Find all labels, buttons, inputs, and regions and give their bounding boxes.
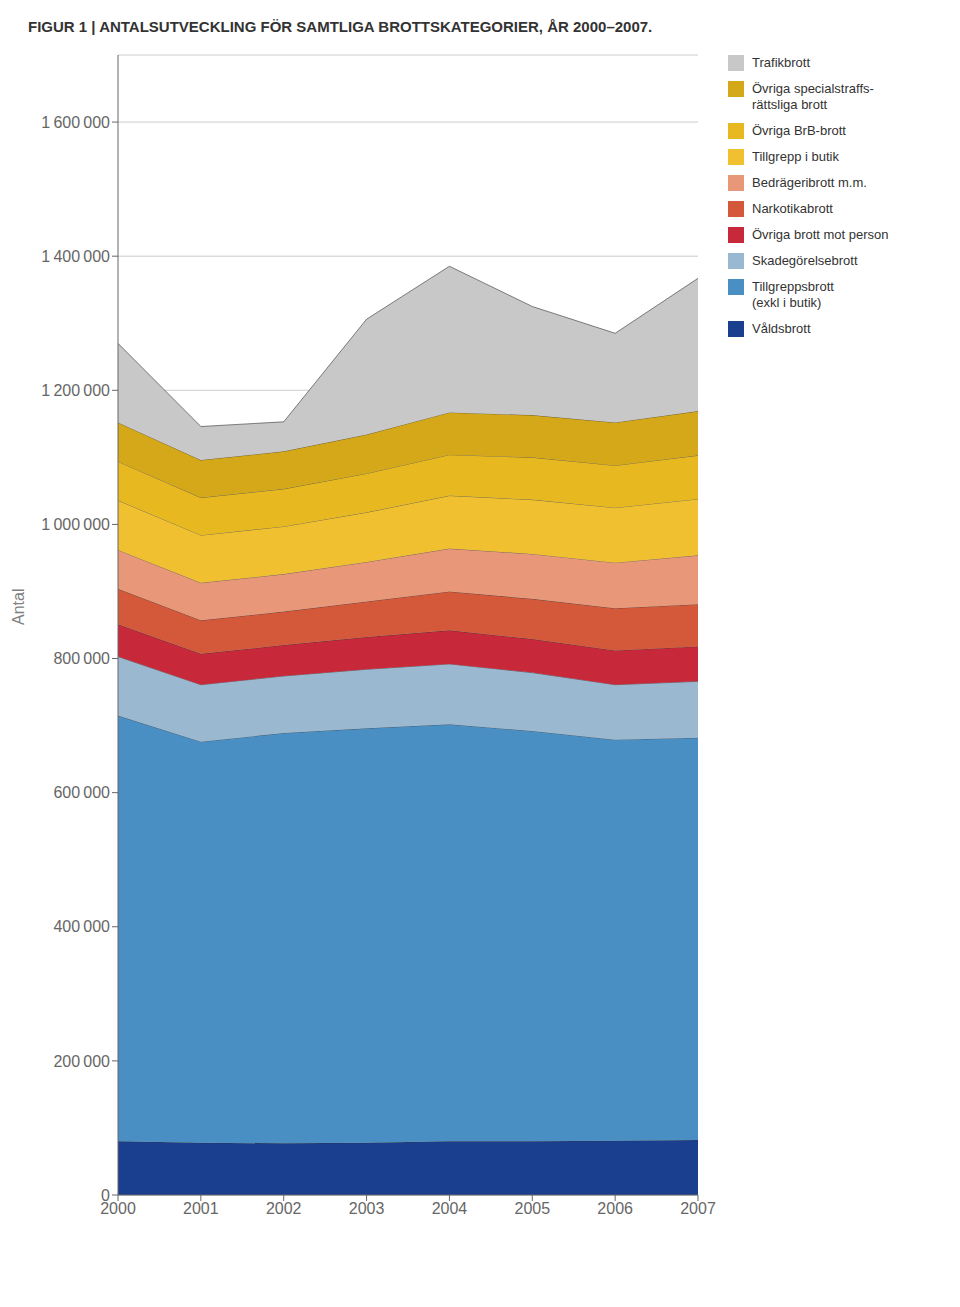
html-text:Övriga BrB-brott: Övriga BrB-brott [752, 123, 846, 138]
svg-text:200 000: 200 000 [53, 1053, 110, 1070]
html-text:Tillgrepp i butik: Tillgrepp i butik [752, 149, 839, 164]
svg-text:2002: 2002 [266, 1200, 302, 1217]
svg-text:1 600 000: 1 600 000 [41, 114, 110, 131]
svg-text:2001: 2001 [183, 1200, 219, 1217]
svg-text:2006: 2006 [597, 1200, 633, 1217]
svg-text:2000: 2000 [100, 1200, 136, 1218]
svg-text:2005: 2005 [514, 1200, 550, 1217]
svg-text:0: 0 [101, 1187, 110, 1204]
html-text:Övriga brott mot person: Övriga brott mot person [752, 227, 889, 242]
svg-text:400 000: 400 000 [53, 918, 110, 935]
html-text:Tillgreppsbrott (exkl i butik): Tillgreppsbrott (exkl i butik) [752, 279, 834, 310]
svg-text:1 200 000: 1 200 000 [41, 382, 110, 399]
html-text:Trafikbrott: Trafikbrott [752, 55, 810, 70]
html-text:Bedrägeribrott m.m.: Bedrägeribrott m.m. [752, 175, 867, 190]
html-text:Skadegörelsebrott: Skadegörelsebrott [752, 253, 858, 268]
svg-text:1 000 000: 1 000 000 [41, 516, 110, 533]
svg-text:800 000: 800 000 [53, 650, 110, 667]
svg-text:600 000: 600 000 [53, 784, 110, 801]
svg-text:1 400 000: 1 400 000 [41, 248, 110, 265]
svg-text:2003: 2003 [349, 1200, 385, 1217]
svg-text:2004: 2004 [432, 1200, 468, 1217]
svg-text:Antal: Antal [10, 589, 27, 625]
html-text:Övriga specialstraffs- rättsli: Övriga specialstraffs- rättsliga brott [752, 81, 874, 112]
html-text:FIGUR 1 | ANTALSUTVECKLING FÖR: FIGUR 1 | ANTALSUTVECKLING FÖR SAMTLIGA … [28, 18, 653, 35]
html-text:Våldsbrott: Våldsbrott [752, 321, 811, 336]
svg-text:2007: 2007 [680, 1200, 716, 1217]
html-text:Narkotikabrott: Narkotikabrott [752, 201, 833, 216]
